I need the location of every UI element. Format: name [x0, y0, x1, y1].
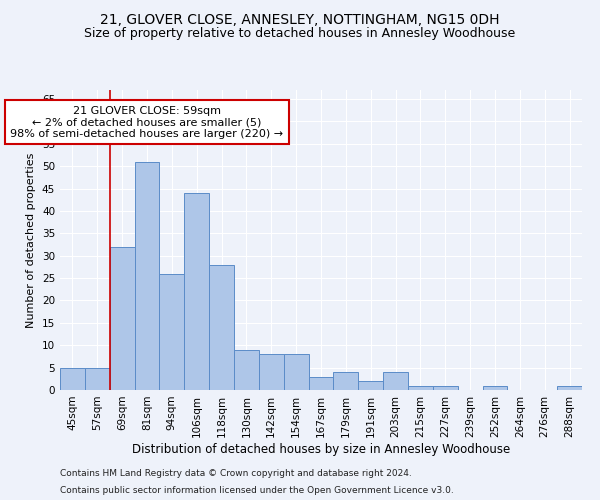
- Text: 21, GLOVER CLOSE, ANNESLEY, NOTTINGHAM, NG15 0DH: 21, GLOVER CLOSE, ANNESLEY, NOTTINGHAM, …: [100, 12, 500, 26]
- Bar: [308, 376, 334, 390]
- Bar: [110, 246, 134, 390]
- Bar: [209, 264, 234, 390]
- Bar: [284, 354, 308, 390]
- Text: 21 GLOVER CLOSE: 59sqm
← 2% of detached houses are smaller (5)
98% of semi-detac: 21 GLOVER CLOSE: 59sqm ← 2% of detached …: [10, 106, 284, 139]
- Bar: [160, 274, 184, 390]
- Bar: [334, 372, 358, 390]
- Bar: [234, 350, 259, 390]
- Bar: [184, 193, 209, 390]
- Bar: [85, 368, 110, 390]
- Y-axis label: Number of detached properties: Number of detached properties: [26, 152, 37, 328]
- Text: Contains HM Land Registry data © Crown copyright and database right 2024.: Contains HM Land Registry data © Crown c…: [60, 468, 412, 477]
- Bar: [358, 381, 383, 390]
- X-axis label: Distribution of detached houses by size in Annesley Woodhouse: Distribution of detached houses by size …: [132, 442, 510, 456]
- Text: Contains public sector information licensed under the Open Government Licence v3: Contains public sector information licen…: [60, 486, 454, 495]
- Bar: [557, 386, 582, 390]
- Bar: [259, 354, 284, 390]
- Bar: [383, 372, 408, 390]
- Bar: [482, 386, 508, 390]
- Bar: [134, 162, 160, 390]
- Bar: [433, 386, 458, 390]
- Bar: [60, 368, 85, 390]
- Bar: [408, 386, 433, 390]
- Text: Size of property relative to detached houses in Annesley Woodhouse: Size of property relative to detached ho…: [85, 28, 515, 40]
